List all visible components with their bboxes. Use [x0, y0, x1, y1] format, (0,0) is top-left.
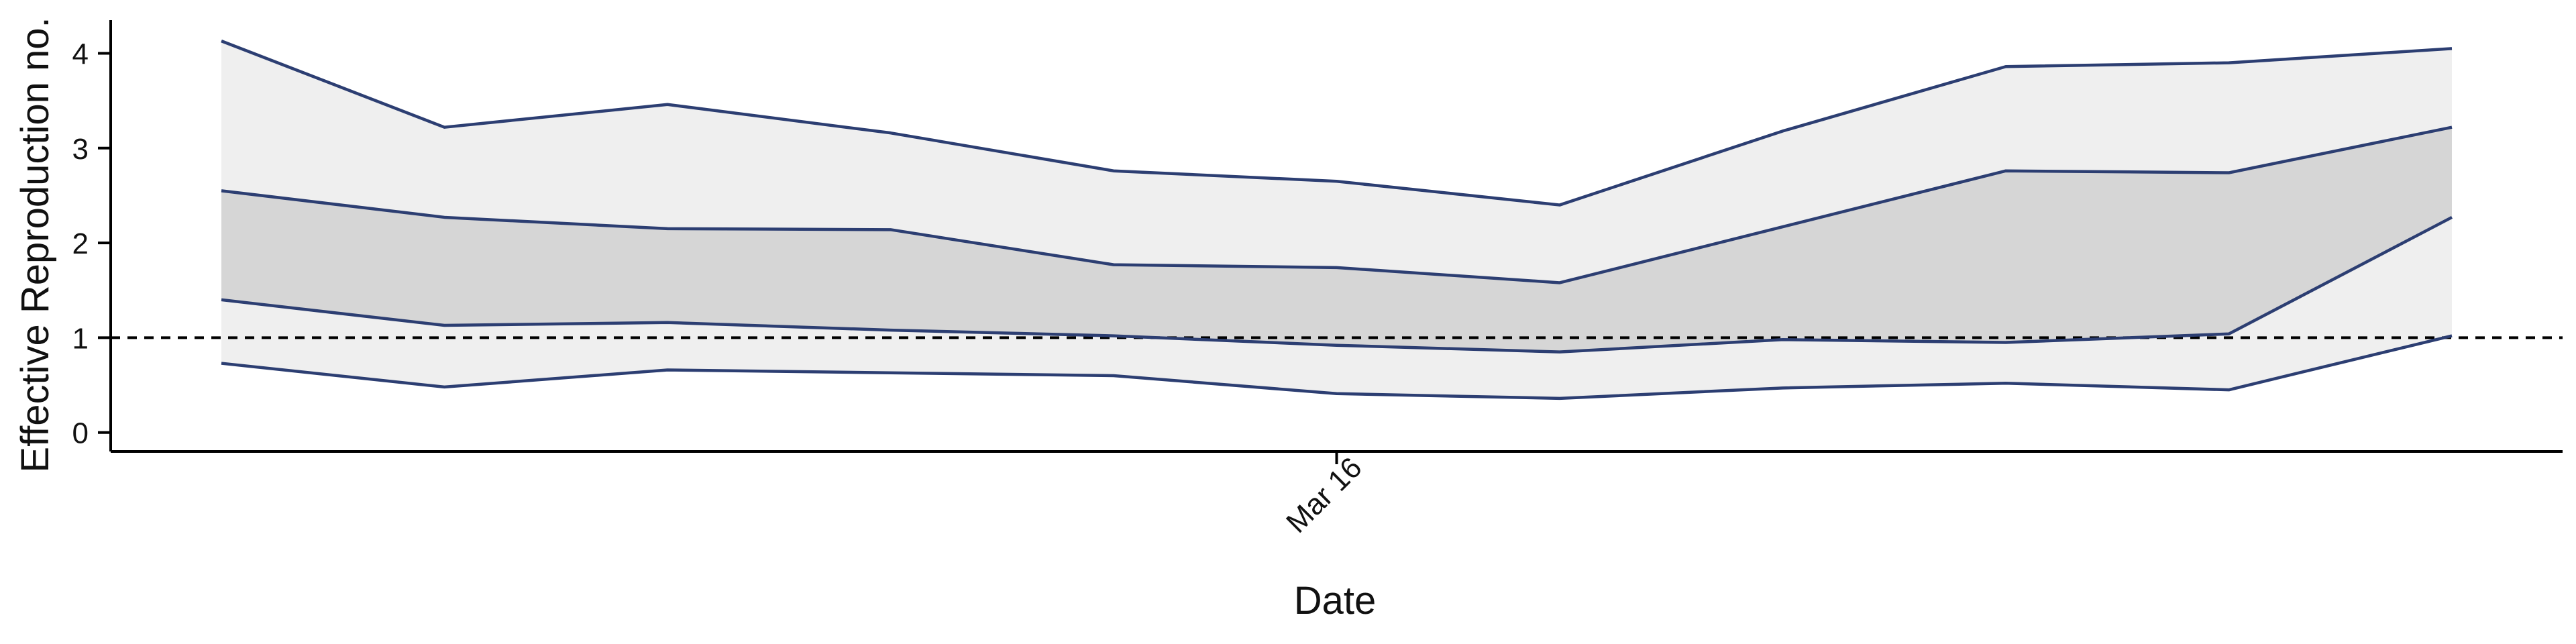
y-tick-label: 4: [72, 38, 89, 70]
series-line-4: [221, 334, 2453, 400]
y-axis-title: Effective Reproduction no.: [13, 17, 57, 472]
y-tick-label: 3: [72, 133, 89, 166]
y-ticks: 0 1 2 3 4: [72, 38, 111, 450]
y-tick-label: 2: [72, 227, 89, 260]
x-tick-label: Mar 16: [1280, 451, 1368, 539]
y-tick-label: 1: [72, 322, 89, 355]
series-line-2: [221, 125, 2453, 284]
series-line-3: [221, 215, 2453, 354]
credible-interval-bands: [221, 41, 2452, 398]
series-line-1: [221, 39, 2453, 207]
series-lines: [221, 39, 2453, 400]
x-axis-title: Date: [1294, 579, 1377, 623]
x-ticks: Mar 16: [1280, 451, 1368, 539]
inner-interval-band: [221, 127, 2452, 352]
y-tick-label: 0: [72, 417, 89, 450]
